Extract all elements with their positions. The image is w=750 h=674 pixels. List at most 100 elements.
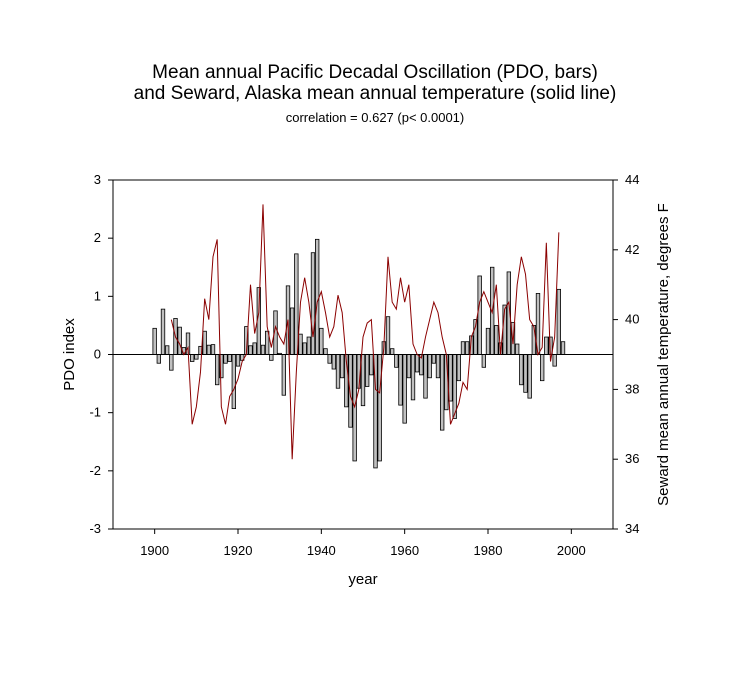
pdo-bar [235,354,241,367]
pdo-bar [398,354,403,406]
x-tick-label: 1960 [390,543,419,558]
pdo-bar [389,348,395,355]
y-right-tick-label: 42 [625,242,639,257]
pdo-bar [406,354,411,379]
pdo-bar [160,308,166,355]
y-left-tick-label: -3 [89,521,101,536]
pdo-bar [289,307,295,355]
pdo-bar [206,344,211,355]
pdo-bar [169,354,174,371]
pdo-bar [402,354,407,424]
pdo-bar [202,330,207,355]
y-axis-left: -3 -2 -1 0 1 2 3 [89,172,113,536]
pdo-bar [544,336,549,355]
temperature-line-group [170,204,560,460]
y-left-tick-label: 1 [94,288,101,303]
pdo-bar [214,354,220,386]
pdo-bar [156,354,161,364]
pdo-bar [477,275,482,355]
pdo-bar [260,344,266,355]
title-block: Mean annual Pacific Decadal Oscillation … [0,62,750,125]
y-right-tick-label: 34 [625,521,639,536]
pdo-bar [448,354,453,402]
pdo-bar [431,354,436,364]
pdo-bar [298,333,303,355]
pdo-bar [302,342,307,355]
pdo-bar [194,354,199,360]
pdo-bar [485,327,491,355]
y-left-tick-label: -2 [89,463,101,478]
y-left-tick-label: 0 [94,347,101,362]
pdo-bar [560,341,566,355]
x-tick-label: 2000 [557,543,586,558]
pdo-bar [252,342,257,355]
y-right-tick-label: 38 [625,381,639,396]
chart-title-line-1: Mean annual Pacific Decadal Oscillation … [152,62,598,83]
pdo-bar [306,336,311,355]
pdo-bar [223,354,228,364]
pdo-bar [369,354,374,376]
x-tick-label: 1900 [140,543,169,558]
pdo-bar [269,354,274,361]
pdo-bar [331,354,336,370]
pdo-bar [231,354,236,409]
pdo-bar [460,341,466,355]
x-tick-label: 1920 [224,543,253,558]
pdo-bar [364,354,370,387]
pdo-bar [319,327,324,355]
pdo-bar [494,325,499,355]
pdo-bar [394,354,399,368]
pdo-bar [464,341,470,355]
y-right-tick-label: 36 [625,451,639,466]
x-tick-label: 1940 [307,543,336,558]
y-axis-left-title: PDO index [61,318,78,391]
temperature-line [170,204,560,460]
pdo-bar [427,354,432,379]
pdo-bar [210,344,216,355]
pdo-bar [164,345,170,355]
pdo-bar [177,326,182,355]
y-left-tick-label: 3 [94,172,101,187]
pdo-bar [552,354,557,367]
pdo-bar [348,354,353,428]
pdo-bar [248,345,253,355]
pdo-bar [294,253,299,355]
pdo-bar [377,354,382,462]
pdo-bar [515,343,520,355]
x-axis: 1900 1920 1940 1960 1980 2000 [140,529,586,558]
pdo-bar [414,354,420,373]
pdo-bar [323,348,328,355]
pdo-bar [439,354,445,431]
pdo-bar [523,354,528,393]
pdo-bar [556,288,561,355]
y-left-tick-label: -1 [89,405,101,420]
pdo-bar [435,354,441,379]
pdo-bar [227,354,232,362]
x-tick-label: 1980 [474,543,503,558]
chart-subtitle: correlation = 0.627 (p< 0.0001) [285,110,465,125]
y-right-tick-label: 40 [625,312,639,327]
pdo-bar [339,354,345,379]
pdo-bar [410,354,416,401]
y-right-tick-label: 44 [625,172,639,187]
pdo-bar [335,354,341,389]
pdo-bar [540,354,545,382]
y-left-tick-label: 2 [94,230,101,245]
pdo-bar [360,354,366,407]
bar-series [152,238,566,469]
x-axis-title: year [348,571,377,588]
pdo-bar [456,354,461,382]
y-axis-right-title: Seward mean annual temperature, degrees … [655,203,672,506]
pdo-bar [423,354,428,399]
y-axis-right: 34 36 38 40 42 44 [613,172,639,536]
pdo-bar [527,354,532,399]
pdo-bar [152,327,157,355]
pdo-bar [327,354,332,364]
pdo-bar [385,316,391,355]
pdo-bar [452,354,457,419]
pdo-bar [519,354,524,386]
pdo-bar [281,354,286,396]
pdo-bar [314,238,320,355]
chart-title-line-2: and Seward, Alaska mean annual temperatu… [133,83,617,104]
